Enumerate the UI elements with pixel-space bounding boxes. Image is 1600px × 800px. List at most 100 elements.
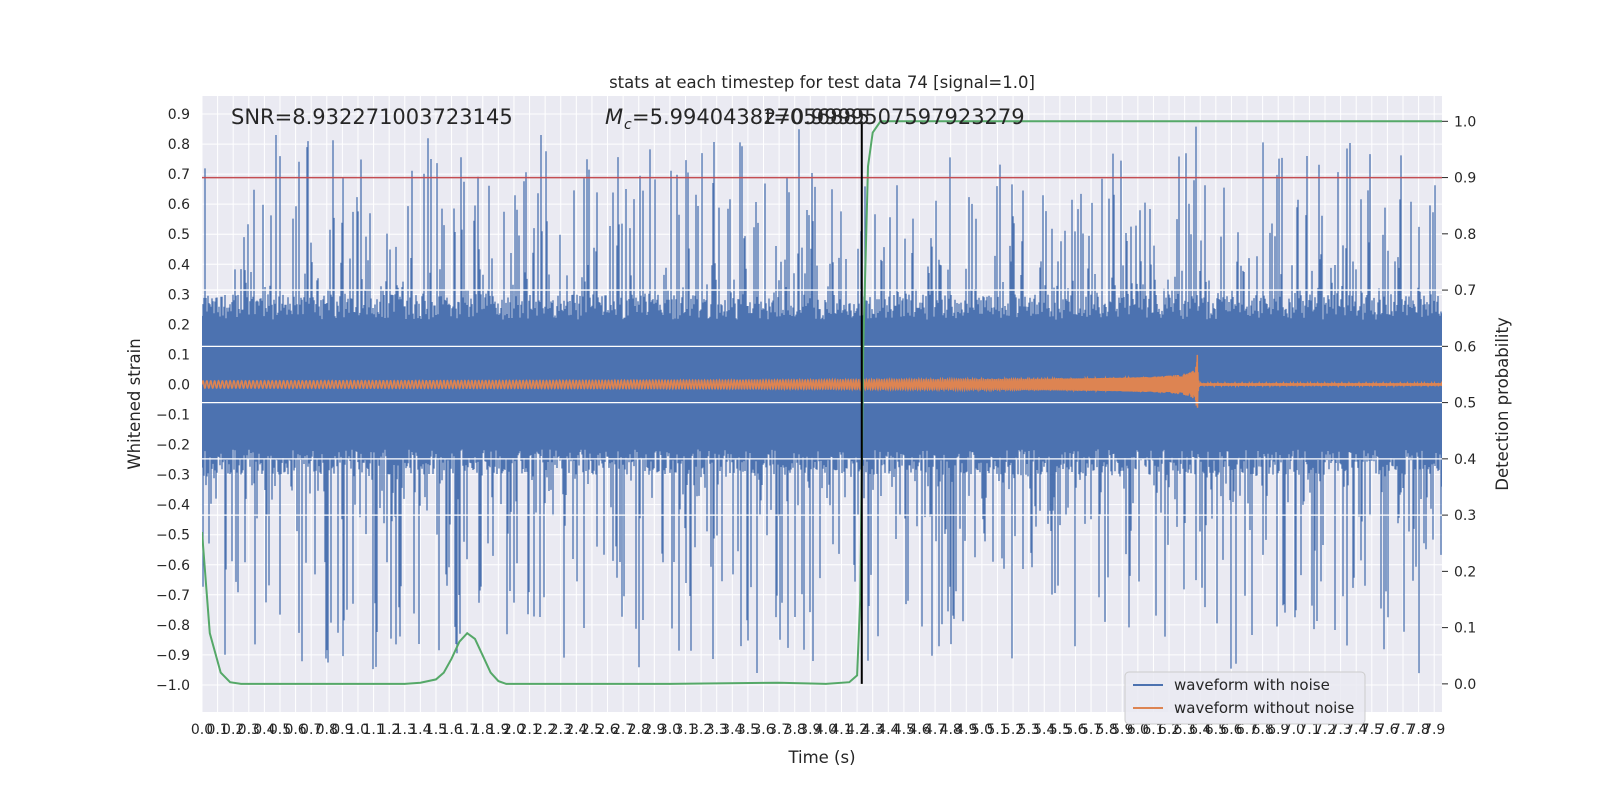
x-tick-label: 5.5 — [1049, 722, 1071, 738]
x-tick-label: 2.1 — [518, 722, 540, 738]
legend-label-noise: waveform with noise — [1174, 676, 1330, 694]
x-tick-label: 0.6 — [284, 722, 306, 738]
y-tick-label-left: 0.8 — [168, 137, 190, 153]
waveform-without-noise-line — [202, 354, 1442, 408]
legend: waveform with noise waveform without noi… — [1124, 671, 1366, 725]
x-axis-label: Time (s) — [787, 748, 855, 767]
y-tick-label-left: 0.5 — [168, 227, 190, 243]
x-tick-label: 0.9 — [331, 722, 353, 738]
x-tick-label: 2.3 — [550, 722, 572, 738]
x-tick-label: 6.8 — [1251, 722, 1273, 738]
y-tick-label-right: 0.9 — [1454, 171, 1476, 187]
x-tick-label: 4.6 — [908, 722, 930, 738]
x-tick-label: 7.0 — [1283, 722, 1305, 738]
x-tick-label: 7.7 — [1392, 722, 1414, 738]
x-tick-label: 2.8 — [628, 722, 650, 738]
y-tick-label-left: −0.8 — [156, 618, 190, 634]
legend-frame — [1124, 671, 1366, 725]
x-tick-label: 6.2 — [1158, 722, 1180, 738]
x-tick-label: 0.7 — [300, 722, 322, 738]
right-axis-grid — [202, 289, 1442, 516]
x-tick-label: 6.6 — [1220, 722, 1242, 738]
y-tick-label-left: 0.0 — [168, 377, 190, 393]
x-tick-label: 2.4 — [565, 722, 587, 738]
y-tick-label-left: 0.7 — [168, 167, 190, 183]
x-tick-label: 1.6 — [440, 722, 462, 738]
x-tick-label: 6.1 — [1142, 722, 1164, 738]
x-tick-label: 0.3 — [238, 722, 260, 738]
x-tick-label: 4.9 — [955, 722, 977, 738]
x-tick-label: 7.6 — [1376, 722, 1398, 738]
axes: 0.00.10.20.30.40.50.60.70.80.91.01.11.21… — [156, 107, 1476, 738]
x-tick-label: 0.0 — [191, 722, 213, 738]
x-tick-label: 7.3 — [1329, 722, 1351, 738]
x-tick-label: 7.2 — [1314, 722, 1336, 738]
overlap-annotation: t=0.9999507597923279 — [765, 105, 1025, 129]
x-tick-label: 7.5 — [1361, 722, 1383, 738]
y-tick-label-right: 0.0 — [1454, 677, 1476, 693]
y-tick-label-left: 0.1 — [168, 347, 190, 363]
x-tick-label: 3.7 — [768, 722, 790, 738]
x-tick-label: 2.2 — [534, 722, 556, 738]
y-tick-label-left: −0.7 — [156, 588, 190, 604]
x-tick-label: 0.1 — [206, 722, 228, 738]
x-tick-label: 6.3 — [1174, 722, 1196, 738]
x-tick-label: 3.1 — [674, 722, 696, 738]
x-tick-label: 3.4 — [721, 722, 743, 738]
mc-subscript: c — [624, 117, 632, 133]
x-tick-label: 5.8 — [1096, 722, 1118, 738]
x-tick-label: 5.7 — [1080, 722, 1102, 738]
y-tick-label-left: 0.2 — [168, 317, 190, 333]
x-tick-label: 4.3 — [862, 722, 884, 738]
x-tick-label: 3.3 — [706, 722, 728, 738]
x-tick-label: 1.8 — [472, 722, 494, 738]
y-axis-right-label: Detection probability — [1493, 317, 1512, 491]
y-tick-label-left: −0.6 — [156, 558, 190, 574]
legend-label-clean: waveform without noise — [1174, 699, 1354, 717]
x-tick-label: 5.4 — [1033, 722, 1055, 738]
x-tick-label: 4.7 — [924, 722, 946, 738]
x-tick-label: 2.0 — [503, 722, 525, 738]
x-tick-label: 4.0 — [815, 722, 837, 738]
x-tick-label: 4.2 — [846, 722, 868, 738]
x-tick-label: 7.8 — [1407, 722, 1429, 738]
x-tick-label: 1.4 — [409, 722, 431, 738]
y-axis-left-label: Whitened strain — [125, 338, 144, 469]
x-tick-label: 2.7 — [612, 722, 634, 738]
x-tick-label: 7.4 — [1345, 722, 1367, 738]
x-tick-label: 5.9 — [1111, 722, 1133, 738]
x-tick-label: 0.8 — [316, 722, 338, 738]
x-tick-label: 3.8 — [784, 722, 806, 738]
x-tick-label: 2.5 — [581, 722, 603, 738]
x-tick-label: 6.5 — [1205, 722, 1227, 738]
x-tick-label: 1.9 — [487, 722, 509, 738]
x-tick-label: 6.4 — [1189, 722, 1211, 738]
x-tick-label: 4.5 — [893, 722, 915, 738]
x-tick-label: 3.9 — [799, 722, 821, 738]
y-tick-label-left: 0.3 — [168, 287, 190, 303]
x-tick-label: 0.2 — [222, 722, 244, 738]
y-tick-label-right: 0.7 — [1454, 283, 1476, 299]
y-tick-label-left: −0.2 — [156, 438, 190, 454]
y-tick-label-left: −0.3 — [156, 468, 190, 484]
y-tick-label-right: 0.6 — [1454, 339, 1476, 355]
x-tick-label: 0.5 — [269, 722, 291, 738]
x-tick-label: 6.0 — [1127, 722, 1149, 738]
chart-title: stats at each timestep for test data 74 … — [609, 73, 1035, 92]
x-tick-label: 3.6 — [752, 722, 774, 738]
x-tick-label: 3.0 — [659, 722, 681, 738]
x-tick-label: 1.2 — [378, 722, 400, 738]
x-tick-label: 1.3 — [394, 722, 416, 738]
y-tick-label-right: 0.4 — [1454, 452, 1476, 468]
series-layer — [202, 126, 1442, 674]
x-tick-label: 5.6 — [1064, 722, 1086, 738]
x-tick-label: 4.8 — [940, 722, 962, 738]
x-tick-label: 1.0 — [347, 722, 369, 738]
y-tick-label-left: 0.4 — [168, 257, 190, 273]
x-tick-label: 5.0 — [971, 722, 993, 738]
x-tick-label: 1.1 — [362, 722, 384, 738]
x-tick-label: 3.5 — [737, 722, 759, 738]
x-tick-label: 7.1 — [1298, 722, 1320, 738]
snr-annotation: SNR=8.932271003723145 — [231, 105, 513, 129]
